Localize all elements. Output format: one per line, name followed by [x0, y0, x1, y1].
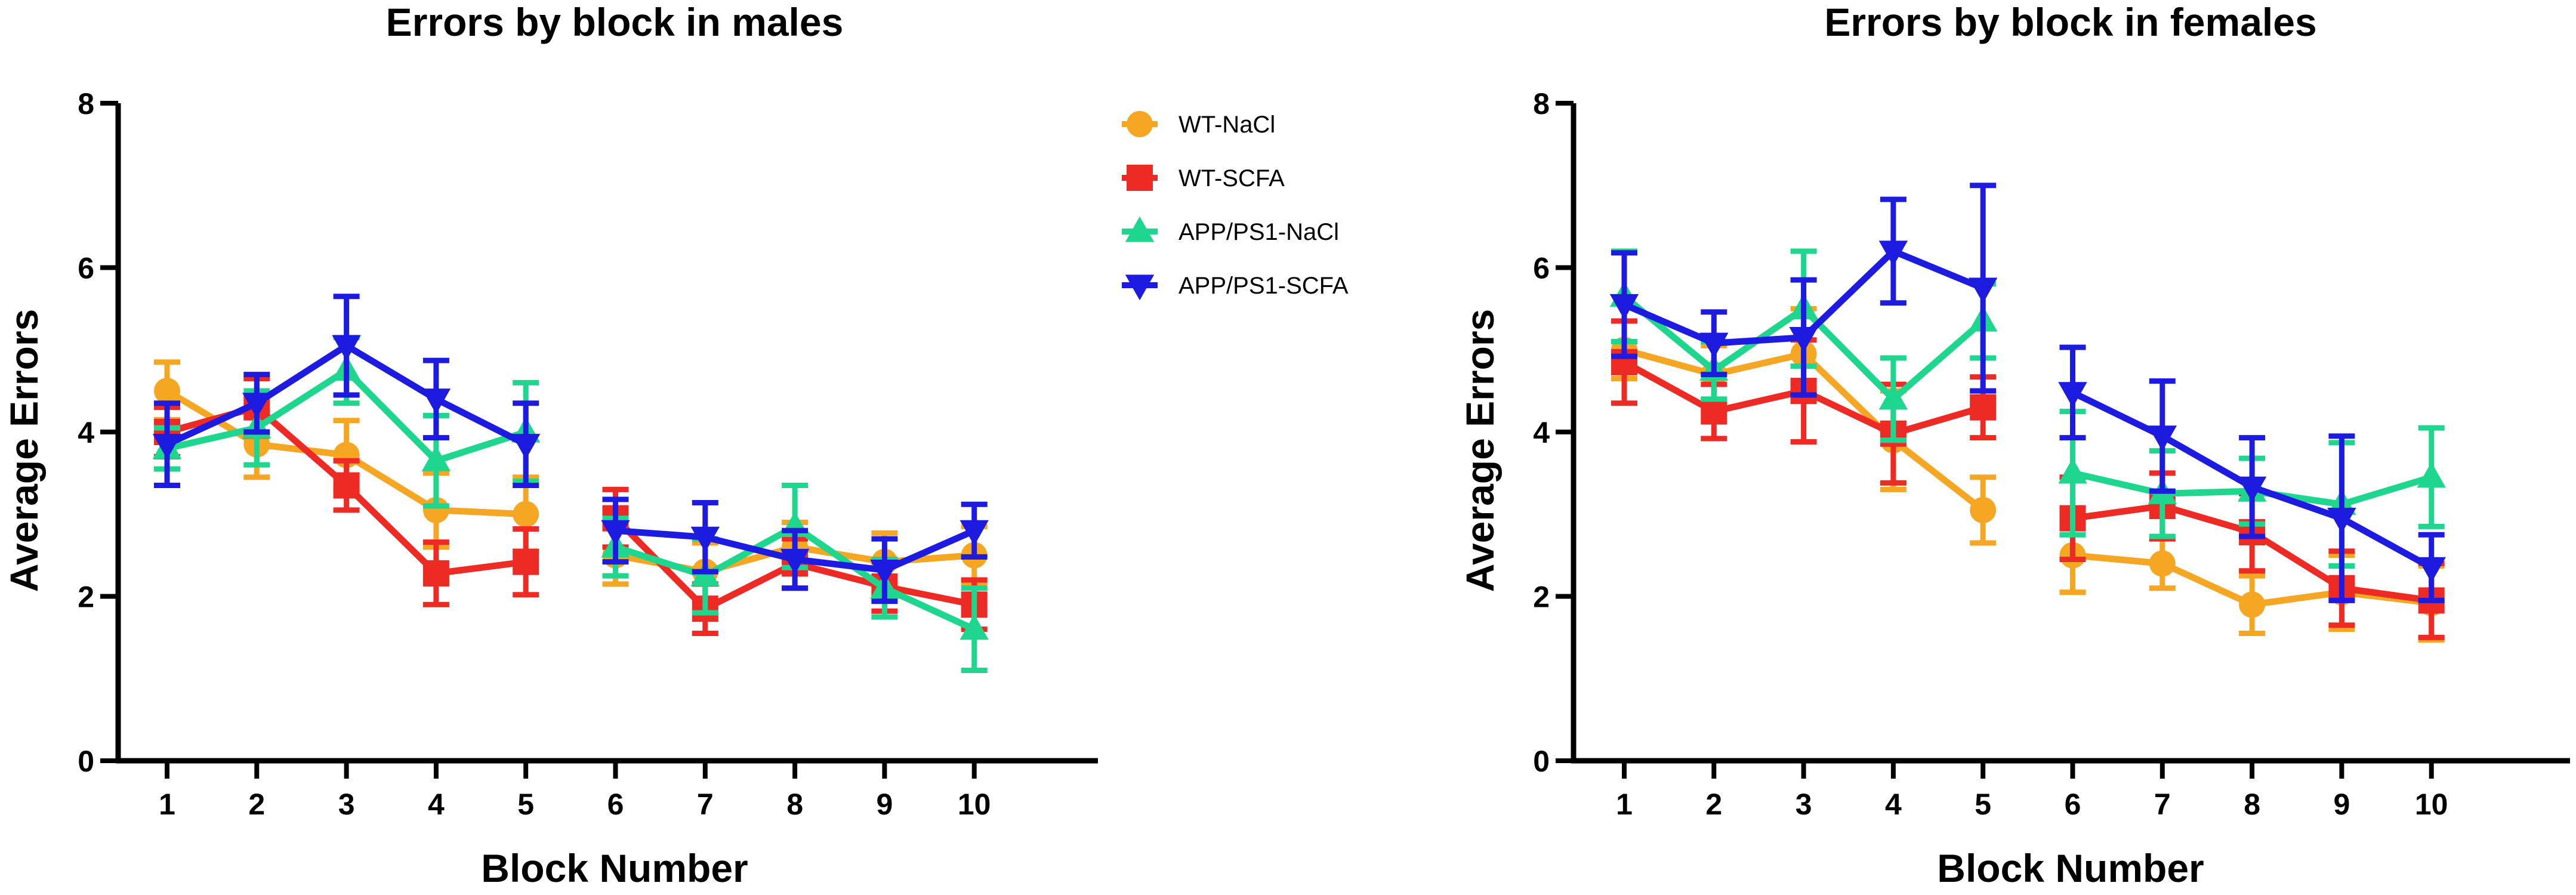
data-point [513, 548, 539, 575]
data-point [690, 526, 720, 553]
legend-label: WT-SCFA [1179, 165, 1285, 192]
y-tick-label: 8 [78, 87, 94, 121]
x-tick-label: 3 [1796, 788, 1812, 821]
axes: 0 2 4 6 8 1 2 3 4 5 6 7 8 9 10 [1533, 87, 2570, 821]
x-tick-label: 2 [248, 788, 265, 821]
y-tick-label: 6 [78, 252, 94, 285]
legend-marker [1125, 274, 1155, 301]
data-point [2327, 508, 2356, 533]
legend-marker [1127, 111, 1153, 137]
data-point [422, 560, 449, 587]
data-point [1970, 496, 1997, 523]
data-point [2058, 458, 2087, 484]
plot-area: 0 2 4 6 8 1 2 3 4 5 6 7 8 9 10 [78, 87, 1098, 821]
x-tick-label: 4 [428, 788, 445, 821]
legend-marker [1127, 165, 1153, 191]
data-point [421, 445, 451, 471]
x-tick-label: 8 [2244, 788, 2260, 821]
y-tick-label: 0 [1533, 745, 1550, 778]
data-point [1609, 294, 1639, 320]
x-tick-label: 9 [876, 788, 893, 821]
data-point [333, 472, 360, 499]
data-point [2417, 462, 2446, 488]
x-tick-label: 5 [1975, 788, 1991, 821]
data-point [1878, 240, 1908, 267]
chart-females: Errors by block in females Average Error… [1458, 0, 2570, 890]
x-tick-label: 7 [697, 788, 714, 821]
x-tick-label: 6 [2065, 788, 2081, 821]
x-tick-label: 5 [517, 788, 534, 821]
data-point [601, 520, 630, 546]
data-point [242, 393, 272, 419]
legend-item: WT-SCFA [1122, 165, 1285, 192]
series-app-ps1-scfa [152, 294, 989, 604]
series-app-ps1-scfa [1609, 183, 2446, 603]
data-point [1970, 394, 1997, 421]
x-tick-label: 3 [338, 788, 355, 821]
data-point [332, 335, 361, 361]
legend-label: APP/PS1-NaCl [1179, 219, 1339, 245]
data-point [1878, 384, 1908, 410]
data-point [2149, 550, 2176, 577]
x-tick-label: 2 [1705, 788, 1722, 821]
x-axis-title: Block Number [1937, 846, 2204, 890]
x-tick-label: 7 [2154, 788, 2171, 821]
data-point [513, 501, 539, 527]
x-tick-label: 10 [958, 788, 991, 821]
axes: 0 2 4 6 8 1 2 3 4 5 6 7 8 9 10 [78, 87, 1098, 821]
data-point [2237, 476, 2267, 502]
data-point [421, 388, 451, 415]
y-tick-label: 0 [78, 745, 94, 778]
y-tick-label: 6 [1533, 252, 1550, 285]
data-point [154, 378, 180, 405]
y-axis-title: Average Errors [2, 309, 46, 592]
x-tick-label: 10 [2415, 788, 2448, 821]
y-tick-label: 4 [1533, 416, 1550, 449]
legend: WT-NaCl WT-SCFA APP/PS1-NaCl APP/PS1-SCFA [1122, 111, 1349, 301]
chart-males: Errors by block in males Average Errors … [2, 0, 1098, 890]
legend-item: APP/PS1-NaCl [1122, 216, 1339, 245]
legend-item: APP/PS1-SCFA [1122, 273, 1349, 301]
legend-label: WT-NaCl [1179, 112, 1275, 138]
data-point [2148, 425, 2177, 452]
data-point [2417, 557, 2446, 583]
chart-title: Errors by block in females [1824, 0, 2316, 44]
data-point [870, 559, 899, 585]
data-point [1699, 332, 1729, 359]
y-tick-label: 2 [1533, 581, 1550, 614]
legend-marker [1125, 216, 1155, 242]
data-point [960, 520, 989, 546]
y-tick-label: 8 [1533, 87, 1550, 121]
data-point [2239, 591, 2266, 618]
data-point [511, 434, 541, 459]
legend-label: APP/PS1-SCFA [1179, 273, 1349, 299]
data-point [960, 614, 989, 640]
x-tick-label: 1 [1616, 788, 1633, 821]
x-tick-label: 6 [607, 788, 624, 821]
x-tick-label: 9 [2333, 788, 2350, 821]
data-point [1701, 398, 1727, 425]
data-point [1969, 277, 1998, 304]
y-tick-label: 4 [78, 416, 94, 449]
data-point [780, 548, 810, 575]
data-point [152, 434, 182, 459]
plot-area: 0 2 4 6 8 1 2 3 4 5 6 7 8 9 10 [1533, 87, 2570, 821]
x-tick-label: 1 [159, 788, 175, 821]
x-axis-title: Block Number [481, 846, 748, 890]
x-tick-label: 8 [786, 788, 803, 821]
chart-title: Errors by block in males [386, 0, 844, 44]
legend-item: WT-NaCl [1122, 111, 1275, 138]
x-tick-label: 4 [1885, 788, 1902, 821]
data-point [1789, 326, 1818, 353]
data-point [2058, 382, 2087, 408]
y-axis-title: Average Errors [1458, 309, 1502, 592]
y-tick-label: 2 [78, 581, 94, 614]
